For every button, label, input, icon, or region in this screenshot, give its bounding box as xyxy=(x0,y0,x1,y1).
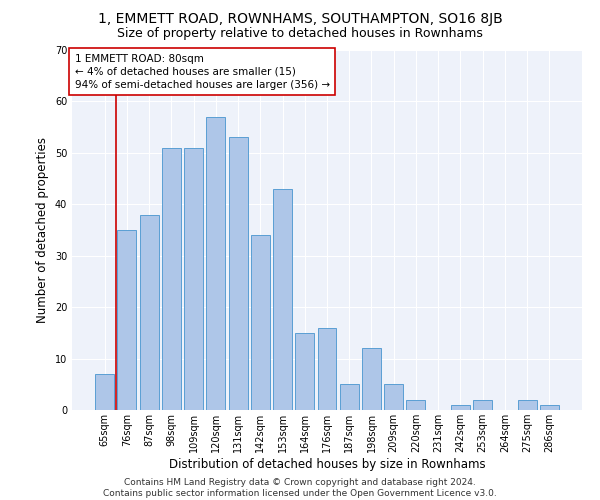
Bar xyxy=(206,117,225,410)
Bar xyxy=(362,348,381,410)
Bar xyxy=(518,400,536,410)
Bar xyxy=(95,374,114,410)
Bar xyxy=(118,230,136,410)
Text: 1 EMMETT ROAD: 80sqm
← 4% of detached houses are smaller (15)
94% of semi-detach: 1 EMMETT ROAD: 80sqm ← 4% of detached ho… xyxy=(74,54,329,90)
Bar xyxy=(384,384,403,410)
Bar xyxy=(295,333,314,410)
Text: Contains HM Land Registry data © Crown copyright and database right 2024.
Contai: Contains HM Land Registry data © Crown c… xyxy=(103,478,497,498)
Bar xyxy=(451,405,470,410)
Bar xyxy=(162,148,181,410)
Bar xyxy=(406,400,425,410)
Bar xyxy=(229,138,248,410)
Bar xyxy=(251,235,270,410)
Bar xyxy=(473,400,492,410)
Bar xyxy=(540,405,559,410)
Text: 1, EMMETT ROAD, ROWNHAMS, SOUTHAMPTON, SO16 8JB: 1, EMMETT ROAD, ROWNHAMS, SOUTHAMPTON, S… xyxy=(98,12,502,26)
Text: Size of property relative to detached houses in Rownhams: Size of property relative to detached ho… xyxy=(117,28,483,40)
Bar xyxy=(184,148,203,410)
Bar xyxy=(140,214,158,410)
Bar xyxy=(317,328,337,410)
Bar xyxy=(273,189,292,410)
Y-axis label: Number of detached properties: Number of detached properties xyxy=(36,137,49,323)
Bar xyxy=(340,384,359,410)
X-axis label: Distribution of detached houses by size in Rownhams: Distribution of detached houses by size … xyxy=(169,458,485,471)
